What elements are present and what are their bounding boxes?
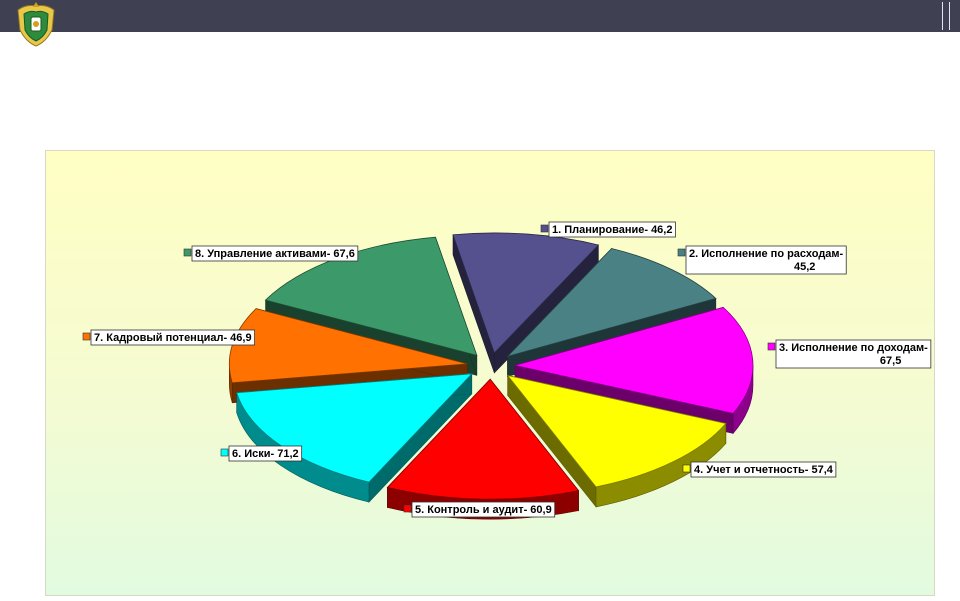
- slice-label-marker: [403, 504, 412, 513]
- slice-label-marker: [183, 248, 192, 257]
- pie-slice-4: [506, 374, 727, 508]
- slice-label-1: 1. Планирование- 46,2: [540, 221, 676, 238]
- header-bar: [0, 0, 960, 32]
- slice-label-marker: [540, 224, 549, 233]
- pie-slice-1: [452, 232, 600, 374]
- pie-slice-2: [506, 247, 717, 378]
- slice-label-text: 5. Контроль и аудит- 60,9: [415, 504, 552, 516]
- slice-label-text: 2. Исполнение по расходам-: [689, 248, 844, 260]
- slice-label-text-cont: 67,5: [880, 355, 901, 367]
- slice-label-box: [775, 339, 932, 369]
- slice-label-box: [228, 445, 303, 462]
- slice-label-box: [690, 461, 837, 478]
- coat-of-arms-emblem-icon: [17, 2, 55, 47]
- slice-label-marker: [677, 248, 686, 257]
- slice-label-6: 6. Иски- 71,2: [220, 445, 303, 462]
- slice-label-marker: [767, 342, 776, 351]
- slice-label-marker: [682, 464, 691, 473]
- slice-label-marker: [220, 448, 229, 457]
- slice-label-text: 7. Кадровый потенциал- 46,9: [94, 332, 252, 344]
- slice-label-5: 5. Контроль и аудит- 60,9: [403, 501, 556, 518]
- slice-label-text: 1. Планирование- 46,2: [552, 224, 672, 236]
- slice-label-text-cont: 45,2: [794, 261, 815, 273]
- slice-label-text: 3. Исполнение по доходам-: [779, 342, 928, 354]
- slice-label-text: 6. Иски- 71,2: [232, 448, 299, 460]
- slice-label-8: 8. Управление активами- 67,6: [183, 245, 359, 262]
- header-divider: [942, 2, 950, 30]
- pie-chart: 1. Планирование- 46,2 2. Исполнение по ра…: [82, 221, 932, 520]
- slice-label-box: [685, 245, 847, 275]
- slice-label-box: [191, 245, 359, 262]
- slice-label-box: [411, 501, 556, 518]
- chart-area: 1. Планирование- 46,2 2. Исполнение по ра…: [45, 150, 935, 596]
- pie-slice-6: [236, 373, 473, 503]
- slice-label-4: 4. Учет и отчетность- 57,4: [682, 461, 837, 478]
- slice-label-2: 2. Исполнение по расходам-45,2: [677, 245, 847, 275]
- slice-label-box: [548, 221, 676, 238]
- slice-label-box: [90, 329, 255, 346]
- slice-label-7: 7. Кадровый потенциал- 46,9: [82, 329, 255, 346]
- slice-label-text: 8. Управление активами- 67,6: [195, 248, 355, 260]
- slice-label-3: 3. Исполнение по доходам-67,5: [767, 339, 932, 369]
- slice-label-marker: [82, 332, 91, 341]
- slice-label-text: 4. Учет и отчетность- 57,4: [694, 464, 834, 476]
